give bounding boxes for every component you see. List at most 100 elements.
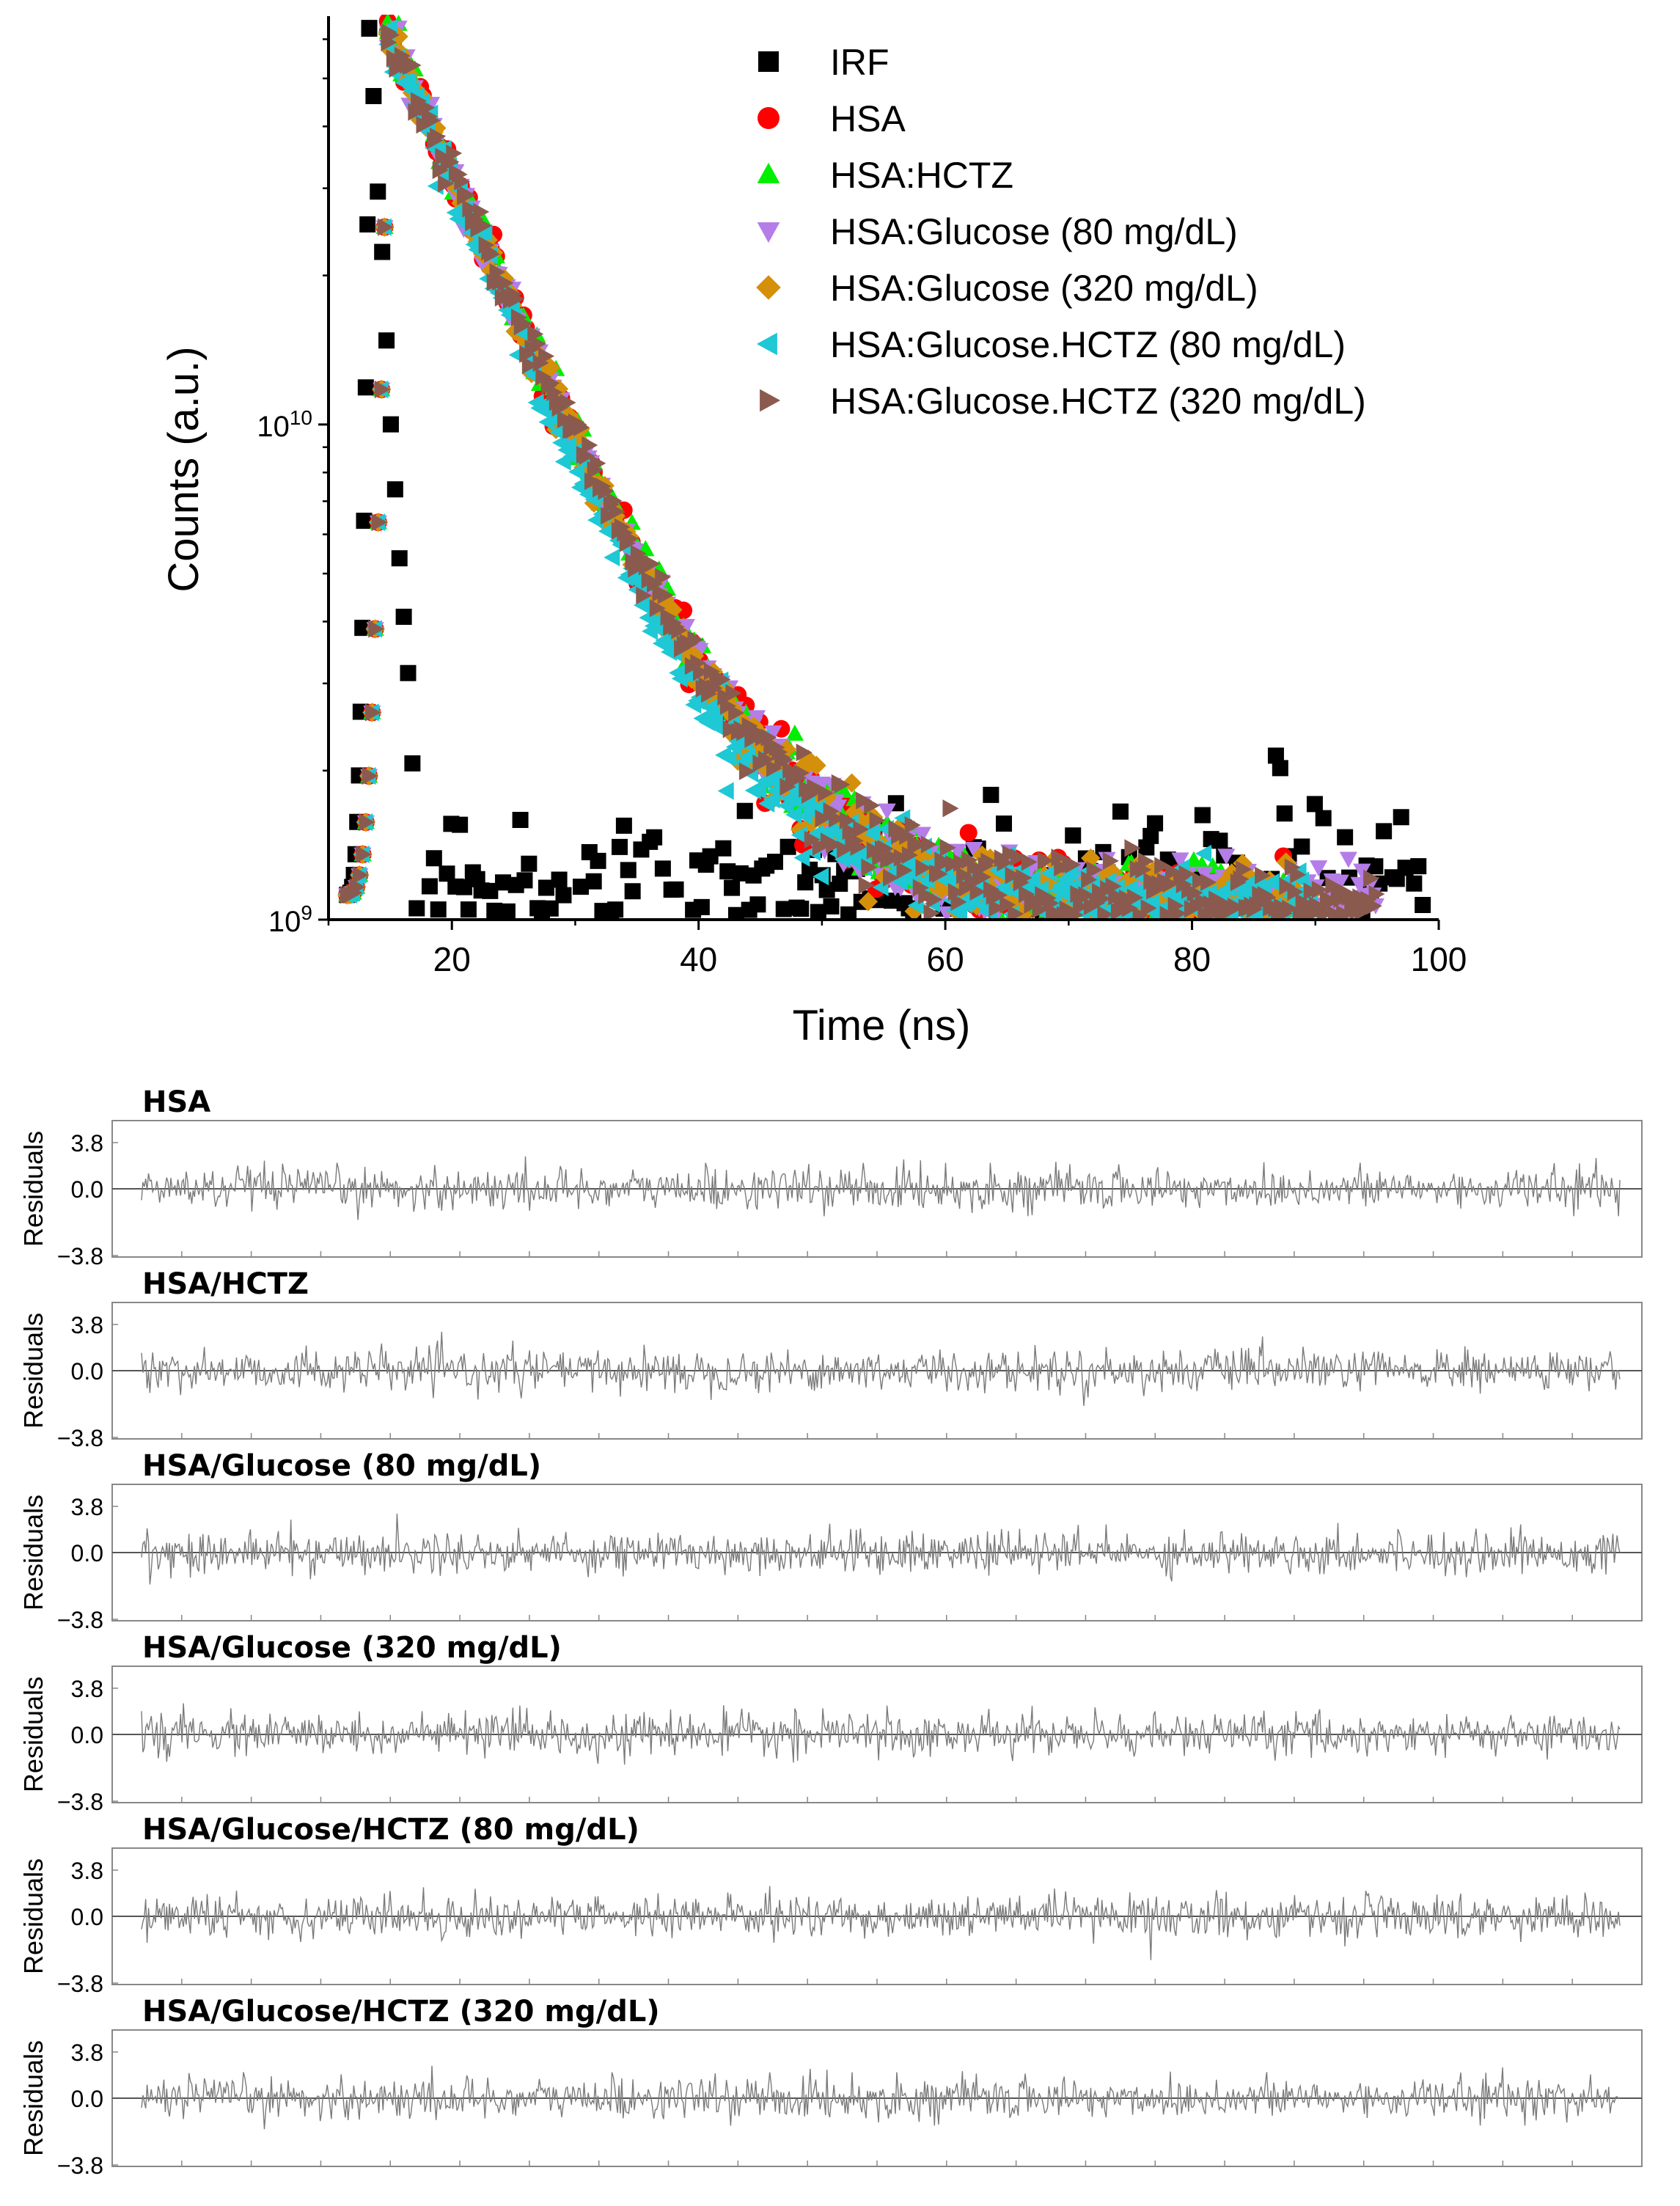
data-point: [823, 898, 840, 915]
data-point: [430, 127, 447, 146]
data-point: [832, 876, 848, 893]
data-point: [667, 881, 684, 898]
legend-entry: IRF: [758, 42, 889, 83]
data-point: [542, 900, 559, 917]
decay-marker-layer: [337, 15, 1431, 920]
data-point: [1337, 829, 1354, 846]
data-point: [722, 720, 739, 739]
legend-marker: [758, 107, 780, 129]
data-point: [357, 379, 374, 396]
data-point: [1397, 860, 1414, 876]
data-point: [374, 380, 391, 399]
data-point: [1315, 810, 1332, 827]
data-point: [780, 790, 796, 808]
data-point: [1206, 904, 1222, 920]
data-point: [647, 574, 664, 593]
residual-y-axis-title: Residuals: [18, 1131, 48, 1247]
data-point: [671, 621, 688, 640]
data-point: [728, 703, 745, 722]
data-point: [1178, 865, 1195, 883]
data-point: [378, 332, 395, 349]
data-point: [1228, 897, 1244, 916]
legend-marker: [757, 222, 780, 243]
data-point: [628, 560, 645, 578]
data-point: [764, 725, 782, 742]
data-point: [858, 876, 875, 895]
data-point: [885, 849, 902, 867]
data-point: [813, 868, 829, 886]
data-point: [557, 410, 573, 428]
data-point: [818, 882, 835, 898]
data-point: [1164, 862, 1181, 881]
data-point: [646, 829, 663, 846]
data-point: [835, 781, 853, 798]
data-point: [1211, 832, 1228, 849]
data-point: [438, 175, 455, 193]
x-tick-label: 80: [1173, 940, 1211, 978]
data-point: [864, 824, 881, 843]
data-point: [1005, 866, 1021, 884]
residual-y-tick-label: −3.8: [57, 1425, 103, 1451]
data-point: [807, 755, 826, 775]
legend-entry: HSA:Glucose (320 mg/dL): [756, 268, 1258, 309]
legend-marker: [756, 275, 781, 300]
data-point: [966, 858, 983, 876]
data-point: [945, 854, 962, 873]
data-point: [590, 852, 606, 869]
data-point: [996, 816, 1013, 832]
data-point: [766, 759, 782, 777]
data-point: [512, 811, 529, 828]
data-point: [1410, 858, 1427, 875]
data-point: [812, 838, 829, 856]
data-point: [484, 245, 501, 263]
data-point: [732, 865, 749, 882]
data-point: [365, 88, 382, 105]
data-point: [1287, 883, 1304, 901]
data-point: [883, 868, 900, 887]
data-point: [777, 739, 796, 760]
data-point: [826, 823, 843, 841]
data-point: [893, 849, 910, 867]
x-axis-title: Time (ns): [793, 1002, 971, 1049]
residual-y-tick-label: −3.8: [57, 1789, 103, 1815]
data-point: [915, 859, 932, 877]
data-point: [425, 850, 442, 867]
data-point: [362, 766, 378, 785]
data-point: [1303, 882, 1320, 901]
data-point: [1019, 885, 1035, 904]
data-point: [693, 898, 710, 915]
residual-panel: HSA/Glucose (80 mg/dL) 3.8 0.0 −3.8 Residual…: [18, 1449, 1643, 1633]
data-point: [1097, 905, 1114, 920]
data-point: [1217, 849, 1236, 865]
data-point: [1267, 747, 1284, 764]
residual-trace: [141, 1886, 1621, 1960]
data-point: [486, 902, 503, 919]
data-point: [980, 852, 997, 871]
data-point: [421, 878, 438, 895]
data-point: [538, 347, 555, 365]
data-point: [850, 838, 867, 857]
data-point: [942, 799, 959, 818]
data-point: [568, 463, 585, 481]
data-point: [703, 662, 720, 681]
data-point: [620, 862, 637, 879]
data-point: [1306, 796, 1323, 813]
data-point: [1016, 868, 1032, 887]
data-point: [405, 56, 422, 75]
residual-panel-title: HSA: [142, 1085, 210, 1119]
data-point: [724, 879, 741, 896]
data-point: [449, 210, 466, 228]
data-point: [644, 554, 661, 573]
data-point: [508, 290, 525, 308]
data-point: [810, 799, 826, 817]
data-point: [727, 906, 744, 920]
data-point: [793, 901, 810, 917]
residual-y-tick-label: 3.8: [71, 1312, 103, 1338]
data-point: [521, 855, 538, 872]
residual-y-axis-title: Residuals: [18, 1313, 48, 1429]
legend-entry: HSA:Glucose.HCTZ (320 mg/dL): [760, 381, 1366, 422]
data-point: [624, 883, 641, 900]
data-point: [1112, 803, 1129, 820]
residual-y-tick-label: 0.0: [71, 1176, 103, 1203]
data-point: [793, 763, 810, 782]
